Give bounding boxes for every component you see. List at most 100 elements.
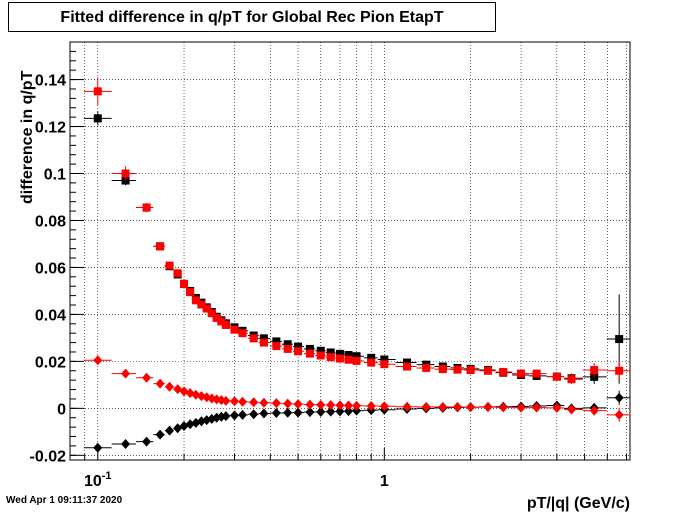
data-point-diamond bbox=[421, 401, 431, 412]
y-tick-label: 0.04 bbox=[35, 307, 66, 324]
data-point-square bbox=[272, 337, 281, 346]
data-point-diamond bbox=[466, 402, 476, 413]
data-point-square bbox=[121, 169, 130, 178]
data-point-diamond bbox=[305, 407, 315, 418]
data-point-diamond bbox=[221, 411, 231, 422]
data-point-diamond bbox=[271, 398, 281, 409]
data-point-square bbox=[191, 296, 200, 305]
data-point-diamond bbox=[532, 402, 542, 413]
data-point-square bbox=[305, 349, 314, 358]
data-point-diamond bbox=[259, 408, 269, 419]
data-points bbox=[83, 77, 631, 453]
data-point-square bbox=[156, 242, 165, 251]
data-point-diamond bbox=[516, 402, 526, 413]
data-point-diamond bbox=[316, 406, 326, 417]
data-point-diamond bbox=[93, 442, 103, 453]
data-point-square bbox=[615, 366, 624, 375]
data-point-square bbox=[367, 358, 376, 367]
data-point-diamond bbox=[326, 400, 336, 411]
x-axis-label: pT/|q| (GeV/c) bbox=[527, 495, 630, 512]
data-point-square bbox=[567, 375, 576, 384]
data-point-square bbox=[352, 356, 361, 365]
data-point-diamond bbox=[249, 397, 259, 408]
x-tick-label: 1 bbox=[380, 473, 389, 490]
data-point-diamond bbox=[229, 396, 239, 407]
data-point-square bbox=[499, 367, 508, 376]
data-point-square bbox=[352, 352, 361, 361]
data-point-square bbox=[517, 369, 526, 378]
data-point-square bbox=[93, 87, 102, 96]
data-point-square bbox=[326, 353, 335, 362]
data-point-diamond bbox=[121, 368, 131, 379]
data-point-diamond bbox=[379, 401, 389, 412]
data-point-square bbox=[212, 313, 221, 322]
data-point-square bbox=[173, 269, 182, 278]
y-tick-label: 0.08 bbox=[35, 213, 66, 230]
data-point-diamond bbox=[249, 409, 259, 420]
y-tick-label: 0.1 bbox=[44, 167, 66, 184]
data-point-square bbox=[305, 344, 314, 353]
data-point-square bbox=[207, 309, 216, 318]
data-point-diamond bbox=[155, 429, 165, 440]
data-point-square bbox=[294, 342, 303, 351]
data-point-square bbox=[186, 288, 195, 297]
data-point-square bbox=[403, 362, 412, 371]
data-point-square bbox=[294, 347, 303, 356]
data-point-diamond bbox=[552, 402, 562, 413]
data-point-diamond bbox=[335, 406, 345, 417]
data-point-diamond bbox=[155, 378, 165, 389]
data-point-square bbox=[316, 351, 325, 360]
data-point-square bbox=[165, 261, 174, 270]
data-point-diamond bbox=[614, 409, 624, 420]
data-point-diamond bbox=[344, 400, 354, 411]
data-point-diamond bbox=[142, 436, 152, 447]
data-point-diamond bbox=[452, 401, 462, 412]
chart-title: Fitted difference in q/pT for Global Rec… bbox=[60, 9, 444, 26]
data-point-square bbox=[202, 304, 211, 313]
data-point-square bbox=[438, 365, 447, 374]
y-tick-label: 0.14 bbox=[35, 73, 66, 90]
grid bbox=[69, 42, 630, 460]
data-point-square bbox=[422, 363, 431, 372]
data-point-diamond bbox=[229, 410, 239, 421]
data-point-square bbox=[344, 355, 353, 364]
data-point-square bbox=[283, 344, 292, 353]
data-point-diamond bbox=[185, 419, 195, 430]
data-point-diamond bbox=[589, 405, 599, 416]
data-point-diamond bbox=[402, 401, 412, 412]
data-point-diamond bbox=[326, 406, 336, 417]
data-point-diamond bbox=[165, 425, 175, 436]
plot-frame bbox=[69, 41, 631, 461]
y-tick-label: -0.02 bbox=[30, 448, 67, 465]
data-point-square bbox=[142, 203, 151, 212]
data-point-square bbox=[93, 114, 102, 123]
data-point-square bbox=[272, 342, 281, 351]
data-point-square bbox=[217, 317, 226, 326]
data-point-square bbox=[249, 334, 258, 343]
data-point-diamond bbox=[121, 439, 131, 450]
data-point-square bbox=[466, 366, 475, 375]
timestamp: Wed Apr 1 09:11:37 2020 bbox=[6, 495, 123, 506]
data-point-diamond bbox=[271, 408, 281, 419]
data-point-square bbox=[221, 320, 230, 329]
data-point-square bbox=[326, 348, 335, 357]
data-point-diamond bbox=[283, 407, 293, 418]
data-point-diamond bbox=[316, 399, 326, 410]
y-tick-label: 0.06 bbox=[35, 260, 66, 277]
data-point-diamond bbox=[293, 407, 303, 418]
data-point-square bbox=[335, 349, 344, 358]
data-point-square bbox=[532, 369, 541, 378]
data-point-diamond bbox=[93, 355, 103, 366]
data-point-diamond bbox=[305, 399, 315, 410]
data-point-square bbox=[316, 346, 325, 355]
y-tick-label: 0.12 bbox=[35, 120, 66, 137]
data-point-square bbox=[344, 351, 353, 360]
data-point-square bbox=[180, 279, 189, 288]
axes: 10-1 1 -0.02 0 0.02 0.04 0.06 0.08 0.1 0.12 0.14 bbox=[30, 41, 627, 490]
data-point-diamond bbox=[438, 401, 448, 412]
data-point-diamond bbox=[179, 420, 189, 431]
data-point-diamond bbox=[344, 406, 354, 417]
data-point-diamond bbox=[293, 399, 303, 410]
data-point-square bbox=[590, 366, 599, 375]
